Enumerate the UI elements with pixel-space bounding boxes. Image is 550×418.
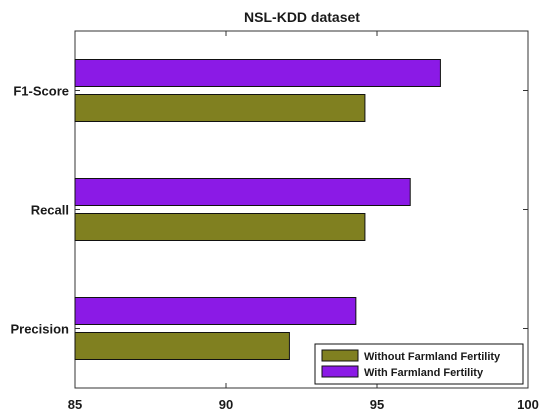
bar-precision-series-2 [74, 297, 357, 325]
bar-f1-score-series-1 [74, 94, 366, 122]
bar-recall-series-1 [74, 213, 366, 241]
legend: Without Farmland Fertility With Farmland … [314, 343, 524, 385]
chart-title: NSL-KDD dataset [244, 9, 360, 25]
x-tick-label: 100 [517, 397, 539, 412]
x-tick-label: 85 [68, 397, 82, 412]
bar-precision-series-1 [74, 332, 290, 360]
bars [74, 59, 441, 360]
legend-label: With Farmland Fertility [364, 367, 484, 379]
y-tick-label: Recall [31, 203, 69, 218]
legend-swatch [321, 365, 359, 378]
y-tick-label: Precision [10, 322, 69, 337]
axis-ticks: F1-Score Recall Precision 85 90 95 100 [10, 31, 539, 412]
x-tick-label: 90 [219, 397, 233, 412]
legend-label: Without Farmland Fertility [364, 351, 501, 363]
bar-f1-score-series-2 [74, 59, 441, 87]
x-tick-label: 95 [370, 397, 384, 412]
legend-swatch [321, 349, 359, 362]
plot-area [74, 30, 529, 389]
y-tick-label: F1-Score [13, 84, 69, 99]
bar-recall-series-2 [74, 178, 411, 206]
